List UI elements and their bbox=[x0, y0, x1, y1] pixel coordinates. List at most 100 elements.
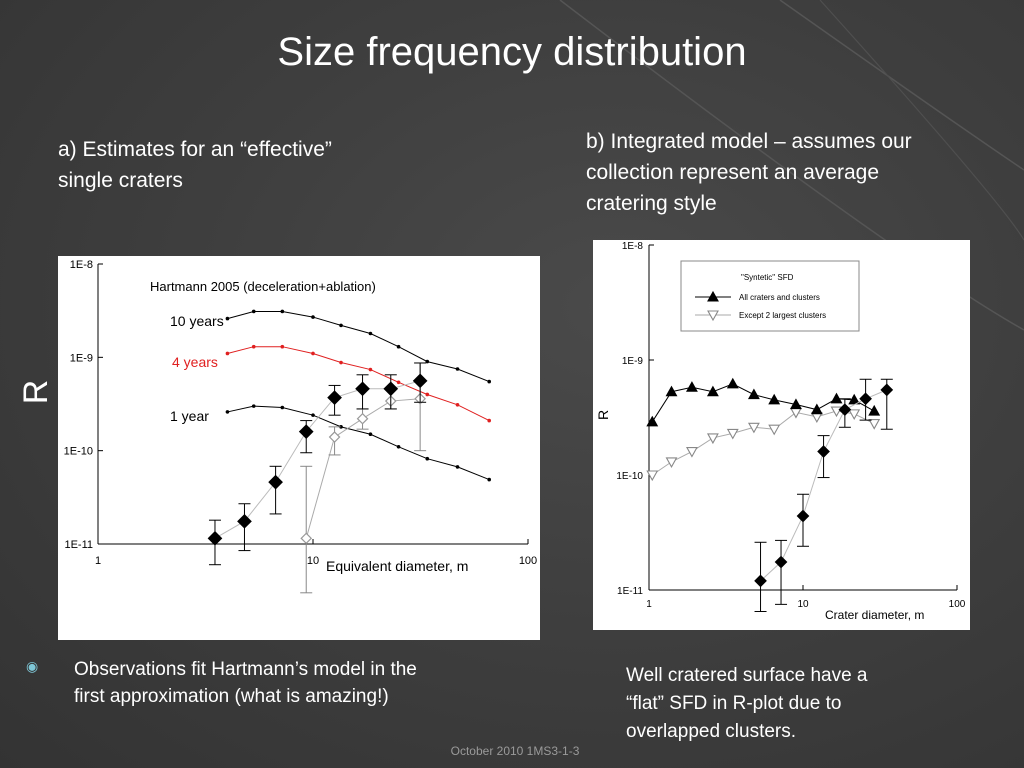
chart-b: 1E-8 1E-9 1E-10 1E-111 10 100 Crater diameter,… bbox=[595, 241, 966, 622]
chart-a-panel: 1E-8 1E-9 1E-10 1E-11 1 10 100 Equivalent diame… bbox=[58, 256, 540, 640]
model-point bbox=[280, 344, 285, 349]
model-point bbox=[251, 344, 256, 349]
all-point bbox=[790, 398, 802, 410]
y-axis-label-left: R bbox=[17, 379, 55, 405]
except-point bbox=[685, 446, 698, 458]
y-tick-label: 1E-10 bbox=[616, 471, 643, 482]
legend-marker bbox=[707, 310, 719, 322]
bullet-icon: ◉ bbox=[26, 658, 39, 674]
model-point bbox=[280, 405, 285, 410]
model-point bbox=[368, 432, 373, 437]
except-point bbox=[868, 419, 881, 430]
series-label: 1 year bbox=[170, 408, 209, 424]
all-point bbox=[868, 404, 881, 416]
x-tick-label: 1 bbox=[95, 555, 101, 567]
except-point bbox=[848, 409, 861, 421]
y-tick-label: 1E-9 bbox=[622, 356, 644, 367]
model-point bbox=[396, 344, 401, 349]
all-point bbox=[706, 385, 719, 397]
x-tick-label: 100 bbox=[949, 599, 966, 610]
except-point bbox=[726, 428, 739, 440]
chart-b-panel: 1E-8 1E-9 1E-10 1E-11 1 10 100 Crater diameter,… bbox=[593, 240, 970, 630]
x-axis-label: Crater diameter, m bbox=[825, 608, 924, 622]
alt-diamond bbox=[328, 431, 341, 443]
y-tick-label: 1E-8 bbox=[622, 241, 644, 252]
cluster-diamond bbox=[774, 555, 788, 569]
y-tick-label: 1E-11 bbox=[64, 539, 93, 551]
y-tick-label: 1E-10 bbox=[64, 446, 93, 458]
cluster-line bbox=[760, 389, 887, 582]
except-line bbox=[651, 410, 875, 476]
slide-title: Size frequency distribution bbox=[277, 30, 747, 74]
all-point bbox=[768, 393, 781, 405]
observed-diamond bbox=[327, 390, 342, 405]
y-tick-label: 1E-8 bbox=[70, 259, 93, 271]
cluster-diamond bbox=[880, 383, 894, 397]
model-line bbox=[227, 346, 490, 422]
alt-diamond bbox=[300, 532, 313, 545]
all-point bbox=[810, 403, 823, 415]
x-tick-label: 10 bbox=[797, 599, 809, 610]
observed-diamond bbox=[237, 513, 252, 529]
model-point bbox=[311, 413, 315, 417]
model-point bbox=[225, 351, 230, 356]
cluster-diamond bbox=[796, 509, 810, 523]
model-point bbox=[339, 360, 343, 365]
legend-label: Except 2 largest clusters bbox=[739, 311, 826, 320]
except-point bbox=[810, 412, 823, 424]
series-label: 4 years bbox=[172, 354, 218, 370]
model-point bbox=[425, 392, 430, 397]
model-point bbox=[225, 316, 230, 321]
model-point bbox=[455, 367, 460, 371]
x-tick-label: 10 bbox=[307, 555, 319, 567]
all-point bbox=[830, 392, 843, 404]
except-point bbox=[706, 433, 719, 445]
x-tick-label: 1 bbox=[646, 599, 652, 610]
model-point bbox=[311, 351, 315, 356]
model-point bbox=[339, 323, 343, 328]
except-point bbox=[747, 422, 760, 434]
legend-title: "Syntetic" SFD bbox=[741, 273, 794, 282]
model-point bbox=[225, 410, 230, 414]
chart-a: 1E-8 1E-9 1E-10 1E-111 10 100 Equivalent diame… bbox=[64, 259, 537, 594]
model-point bbox=[339, 425, 343, 429]
subtitle-a: a) Estimates for an “effective” single cr… bbox=[58, 138, 332, 192]
observed-diamond bbox=[298, 424, 314, 439]
all-point bbox=[646, 415, 659, 427]
model-point bbox=[280, 309, 285, 314]
all-point bbox=[685, 381, 698, 392]
observed-diamond bbox=[207, 530, 223, 546]
y-tick-label: 1E-11 bbox=[617, 586, 643, 597]
x-axis-label: Equivalent diameter, m bbox=[326, 558, 468, 574]
cluster-diamond bbox=[754, 574, 767, 588]
model-point bbox=[455, 403, 460, 407]
alt-diamond bbox=[356, 412, 369, 425]
except-point bbox=[665, 457, 678, 469]
observed-diamond bbox=[383, 381, 399, 397]
subtitle-b: b) Integrated model – assumes our collect… bbox=[586, 130, 912, 215]
model-point bbox=[425, 456, 430, 461]
model-point bbox=[251, 309, 256, 314]
bullet-observation: Observations fit Hartmann’s model in the… bbox=[74, 659, 417, 707]
all-point bbox=[726, 377, 739, 389]
model-point bbox=[368, 367, 373, 372]
model-point bbox=[396, 445, 401, 449]
model-point bbox=[487, 418, 492, 423]
model-point bbox=[487, 477, 492, 482]
footer: October 2010 1MS3-1-3 bbox=[450, 744, 580, 758]
x-tick-label: 100 bbox=[519, 555, 537, 567]
annotation-title: Hartmann 2005 (deceleration+ablation) bbox=[150, 279, 376, 294]
observed-diamond bbox=[355, 381, 370, 397]
model-point bbox=[368, 331, 373, 336]
all-point bbox=[747, 388, 760, 400]
model-point bbox=[251, 404, 256, 408]
model-point bbox=[425, 359, 430, 364]
all-point bbox=[848, 393, 861, 405]
except-point bbox=[768, 424, 781, 436]
legend-marker bbox=[707, 290, 719, 302]
model-line bbox=[227, 405, 490, 481]
except-point bbox=[646, 470, 659, 482]
model-point bbox=[396, 380, 401, 385]
